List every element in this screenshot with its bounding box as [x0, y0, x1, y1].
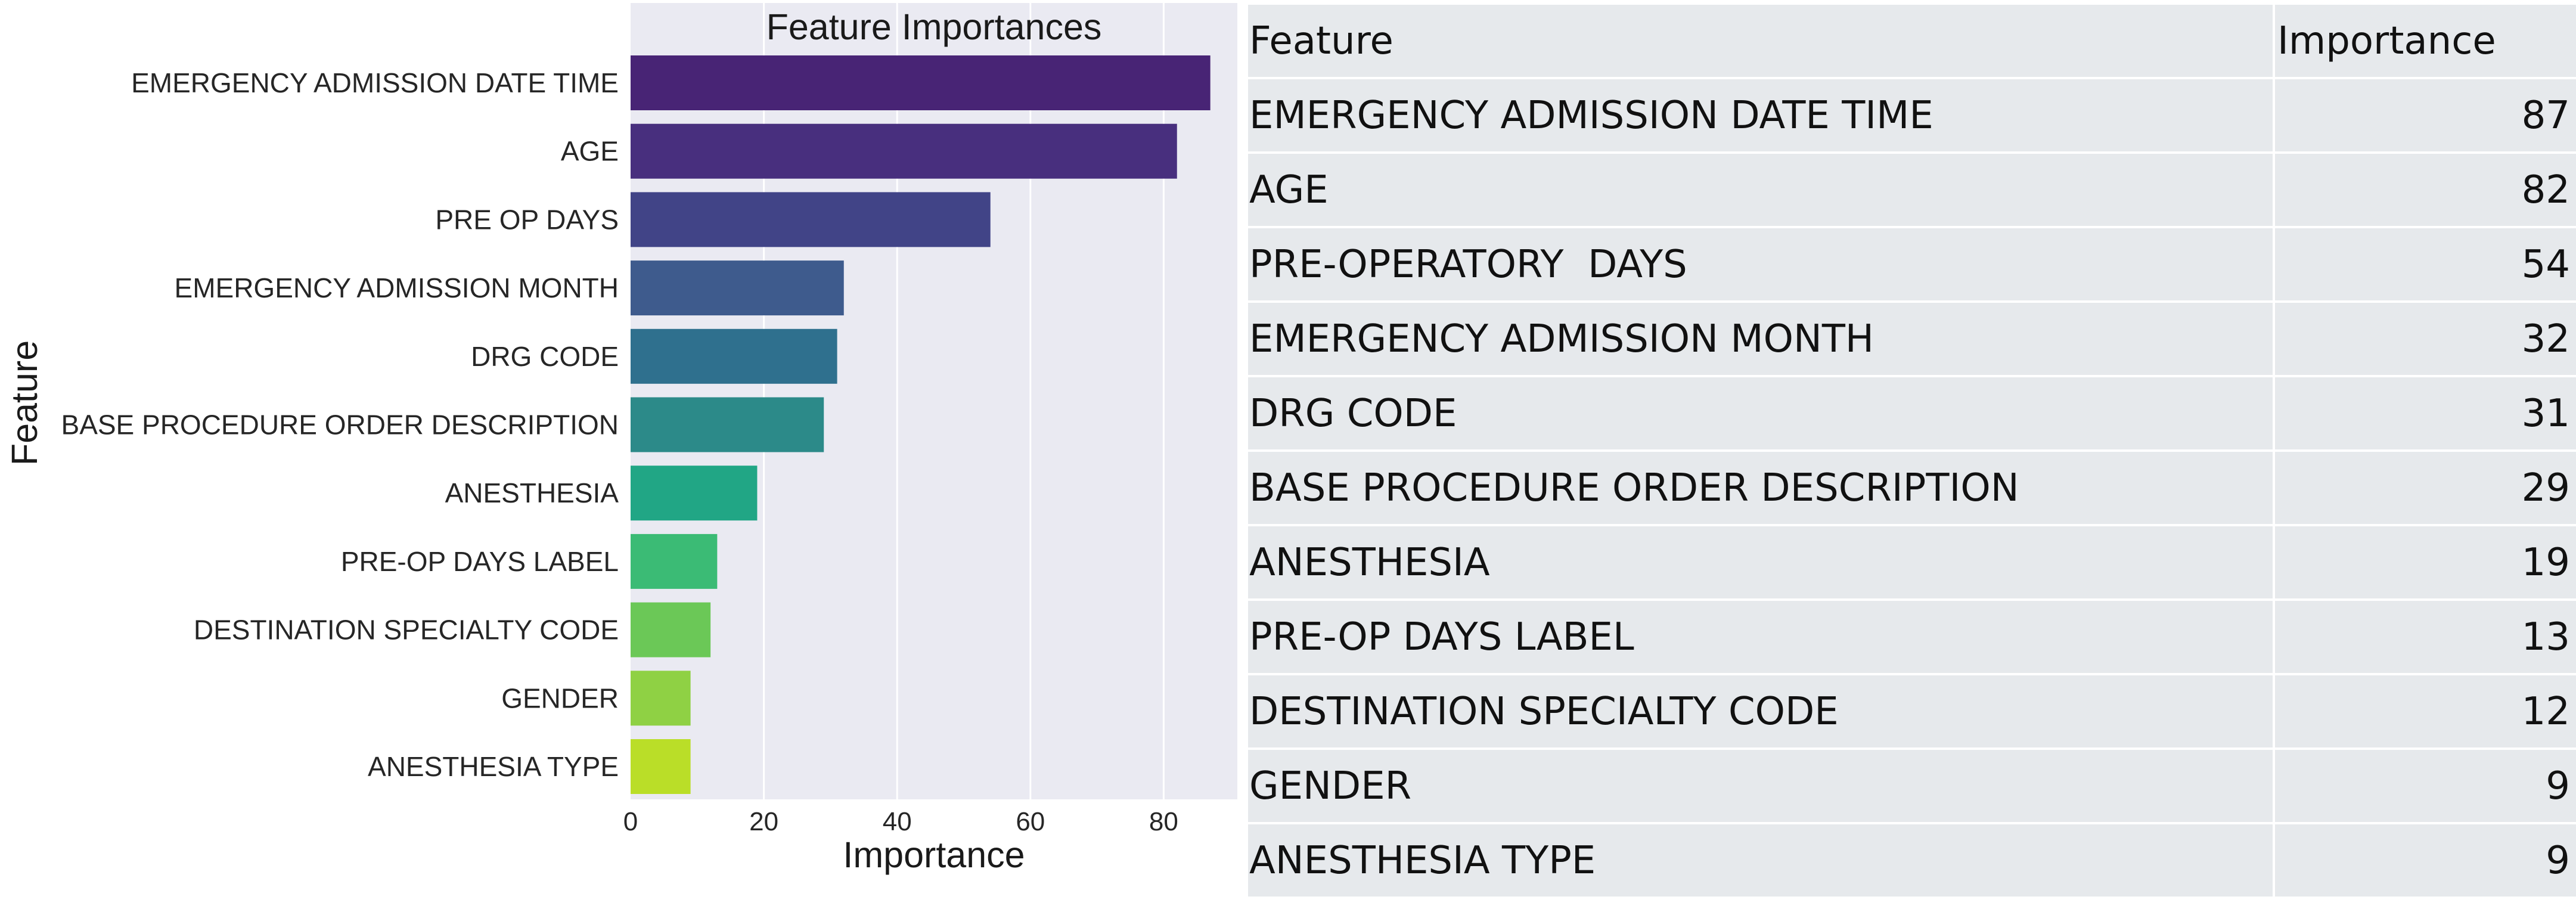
- importance-cell: 32: [2274, 302, 2576, 377]
- table-row: EMERGENCY ADMISSION DATE TIME 87: [1248, 78, 2576, 154]
- importance-table: Feature Importance EMERGENCY ADMISSION D…: [1248, 5, 2576, 899]
- importance-cell: 19: [2274, 525, 2576, 601]
- bar: [631, 533, 718, 589]
- feature-cell: EMERGENCY ADMISSION DATE TIME: [1248, 78, 2275, 154]
- feature-cell: AGE: [1248, 153, 2275, 228]
- importance-cell: 12: [2274, 674, 2576, 750]
- category-label: DESTINATION SPECIALTY CODE: [194, 615, 619, 646]
- importance-cell: 9: [2274, 749, 2576, 824]
- table-row: DESTINATION SPECIALTY CODE 12: [1248, 674, 2576, 750]
- feature-cell: PRE-OP DAYS LABEL: [1248, 600, 2275, 675]
- bar: [631, 328, 837, 384]
- column-header-feature: Feature: [1248, 5, 2275, 79]
- importance-cell: 29: [2274, 451, 2576, 526]
- bar: [631, 739, 691, 794]
- feature-cell: DRG CODE: [1248, 376, 2275, 452]
- bar: [631, 602, 711, 657]
- feature-cell: ANESTHESIA TYPE: [1248, 823, 2275, 899]
- feature-cell: DESTINATION SPECIALTY CODE: [1248, 674, 2275, 750]
- category-label: PRE OP DAYS: [435, 204, 619, 235]
- table-row: PRE-OP DAYS LABEL 13: [1248, 600, 2576, 675]
- feature-cell: BASE PROCEDURE ORDER DESCRIPTION: [1248, 451, 2275, 526]
- x-tick-labels: 0 20 40 60 80: [623, 807, 1178, 836]
- importance-cell: 31: [2274, 376, 2576, 452]
- x-tick-label: 20: [749, 807, 778, 836]
- table-row: EMERGENCY ADMISSION MONTH 32: [1248, 302, 2576, 377]
- table-row: AGE 82: [1248, 153, 2576, 228]
- importance-cell: 13: [2274, 600, 2576, 675]
- table-row: ANESTHESIA 19: [1248, 525, 2576, 601]
- x-tick-label: 40: [883, 807, 912, 836]
- y-axis-label: Feature: [4, 340, 45, 466]
- bar: [631, 55, 1211, 110]
- x-tick-label: 60: [1016, 807, 1045, 836]
- feature-cell: PRE-OPERATORY DAYS: [1248, 227, 2275, 303]
- category-label: EMERGENCY ADMISSION DATE TIME: [131, 67, 619, 98]
- bar: [631, 260, 844, 316]
- category-label: DRG CODE: [471, 341, 619, 372]
- importance-cell: 87: [2274, 78, 2576, 154]
- category-label: EMERGENCY ADMISSION MONTH: [175, 272, 619, 303]
- table-header-row: Feature Importance: [1248, 5, 2576, 79]
- bars: [631, 55, 1211, 794]
- importance-cell: 54: [2274, 227, 2576, 303]
- column-header-importance: Importance: [2274, 5, 2576, 79]
- x-tick-label: 0: [623, 807, 638, 836]
- chart-title: Feature Importances: [766, 7, 1102, 47]
- category-label: BASE PROCEDURE ORDER DESCRIPTION: [61, 410, 619, 441]
- table-row: GENDER 9: [1248, 749, 2576, 824]
- table-row: ANESTHESIA TYPE 9: [1248, 823, 2576, 899]
- table-row: DRG CODE 31: [1248, 376, 2576, 452]
- bar: [631, 466, 758, 521]
- bar: [631, 397, 824, 452]
- importance-table-panel: Feature Importance EMERGENCY ADMISSION D…: [1248, 5, 2576, 899]
- table-row: PRE-OPERATORY DAYS 54: [1248, 227, 2576, 303]
- bar: [631, 192, 991, 247]
- feature-importance-chart: EMERGENCY ADMISSION DATE TIME AGE PRE OP D…: [4, 3, 1237, 875]
- bar: [631, 671, 691, 726]
- bar: [631, 123, 1177, 179]
- x-axis-label: Importance: [843, 835, 1025, 875]
- feature-cell: ANESTHESIA: [1248, 525, 2275, 601]
- x-tick-label: 80: [1149, 807, 1178, 836]
- category-labels: EMERGENCY ADMISSION DATE TIME AGE PRE OP D…: [61, 67, 619, 782]
- category-label: ANESTHESIA TYPE: [368, 751, 619, 782]
- category-label: GENDER: [501, 683, 619, 714]
- table-row: BASE PROCEDURE ORDER DESCRIPTION 29: [1248, 451, 2576, 526]
- importance-cell: 82: [2274, 153, 2576, 228]
- category-label: AGE: [561, 136, 619, 167]
- category-label: PRE-OP DAYS LABEL: [341, 546, 619, 577]
- category-label: ANESTHESIA: [445, 477, 619, 508]
- importance-cell: 9: [2274, 823, 2576, 899]
- feature-cell: GENDER: [1248, 749, 2275, 824]
- feature-cell: EMERGENCY ADMISSION MONTH: [1248, 302, 2275, 377]
